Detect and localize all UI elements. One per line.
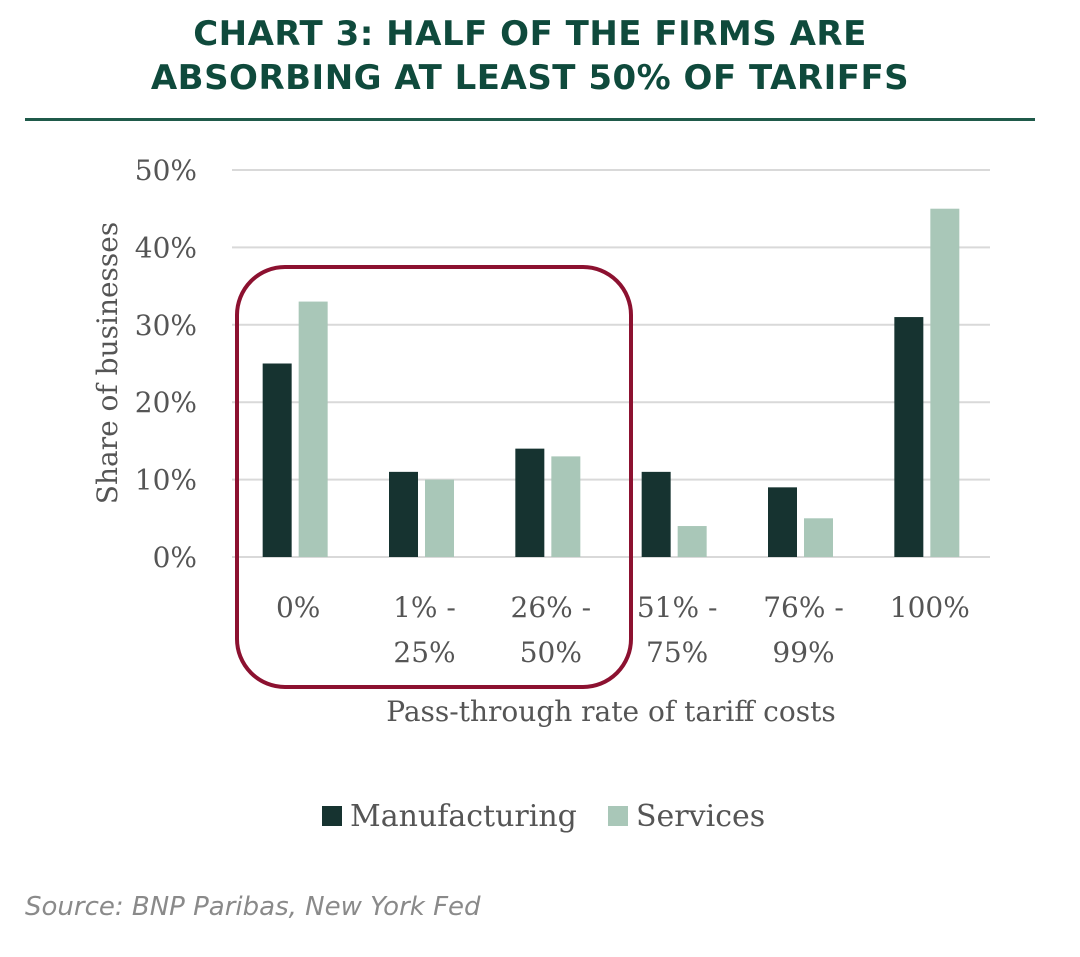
y-tick-label: 10% <box>135 464 197 497</box>
y-axis-label: Share of businesses <box>91 222 124 504</box>
bar-services <box>677 526 707 557</box>
y-tick-label: 30% <box>135 309 197 342</box>
highlight-box <box>235 265 633 689</box>
bar-services <box>298 301 328 557</box>
legend-swatch-manufacturing <box>322 806 342 826</box>
x-tick-label: 51% - <box>637 591 718 624</box>
bar-manufacturing <box>262 363 292 557</box>
bar-manufacturing <box>894 317 924 557</box>
legend-swatch-services <box>608 806 628 826</box>
x-axis-label: Pass-through rate of tariff costs <box>386 695 835 728</box>
title-divider <box>25 118 1035 121</box>
chart-title: CHART 3: HALF OF THE FIRMS ARE ABSORBING… <box>0 12 1060 100</box>
y-tick-label: 50% <box>135 154 197 187</box>
bar-manufacturing <box>389 471 418 557</box>
chart-title-line-2: ABSORBING AT LEAST 50% OF TARIFFS <box>150 58 910 98</box>
legend-label-services: Services <box>636 799 765 834</box>
bar-services <box>930 208 960 557</box>
source-note: Source: BNP Paribas, New York Fed <box>25 892 481 922</box>
bar-manufacturing <box>515 448 545 557</box>
bar-services <box>804 518 833 557</box>
x-tick-label: 1% - <box>393 591 456 624</box>
bar-chart: 0% 10% 20% 30% 40% 50% Share of businesses 0% 1%… <box>91 154 990 834</box>
chart-title-line-1: CHART 3: HALF OF THE FIRMS ARE <box>193 14 867 54</box>
x-tick-label: 100% <box>890 591 970 624</box>
bar-services <box>425 479 454 557</box>
x-tick-label: 0% <box>276 591 320 624</box>
bar-manufacturing <box>768 487 797 557</box>
x-tick-label: 75% <box>646 636 708 669</box>
bar-services <box>551 456 581 557</box>
legend-label-manufacturing: Manufacturing <box>350 799 577 834</box>
bar-manufacturing <box>641 471 671 557</box>
x-tick-label: 26% - <box>511 591 592 624</box>
x-tick-label: 25% <box>393 636 455 669</box>
x-tick-label: 99% <box>772 636 834 669</box>
y-tick-label: 20% <box>135 386 197 419</box>
y-tick-label: 0% <box>153 541 197 574</box>
y-tick-label: 40% <box>135 231 197 264</box>
x-tick-label: 76% - <box>763 591 844 624</box>
x-tick-label: 50% <box>520 636 582 669</box>
